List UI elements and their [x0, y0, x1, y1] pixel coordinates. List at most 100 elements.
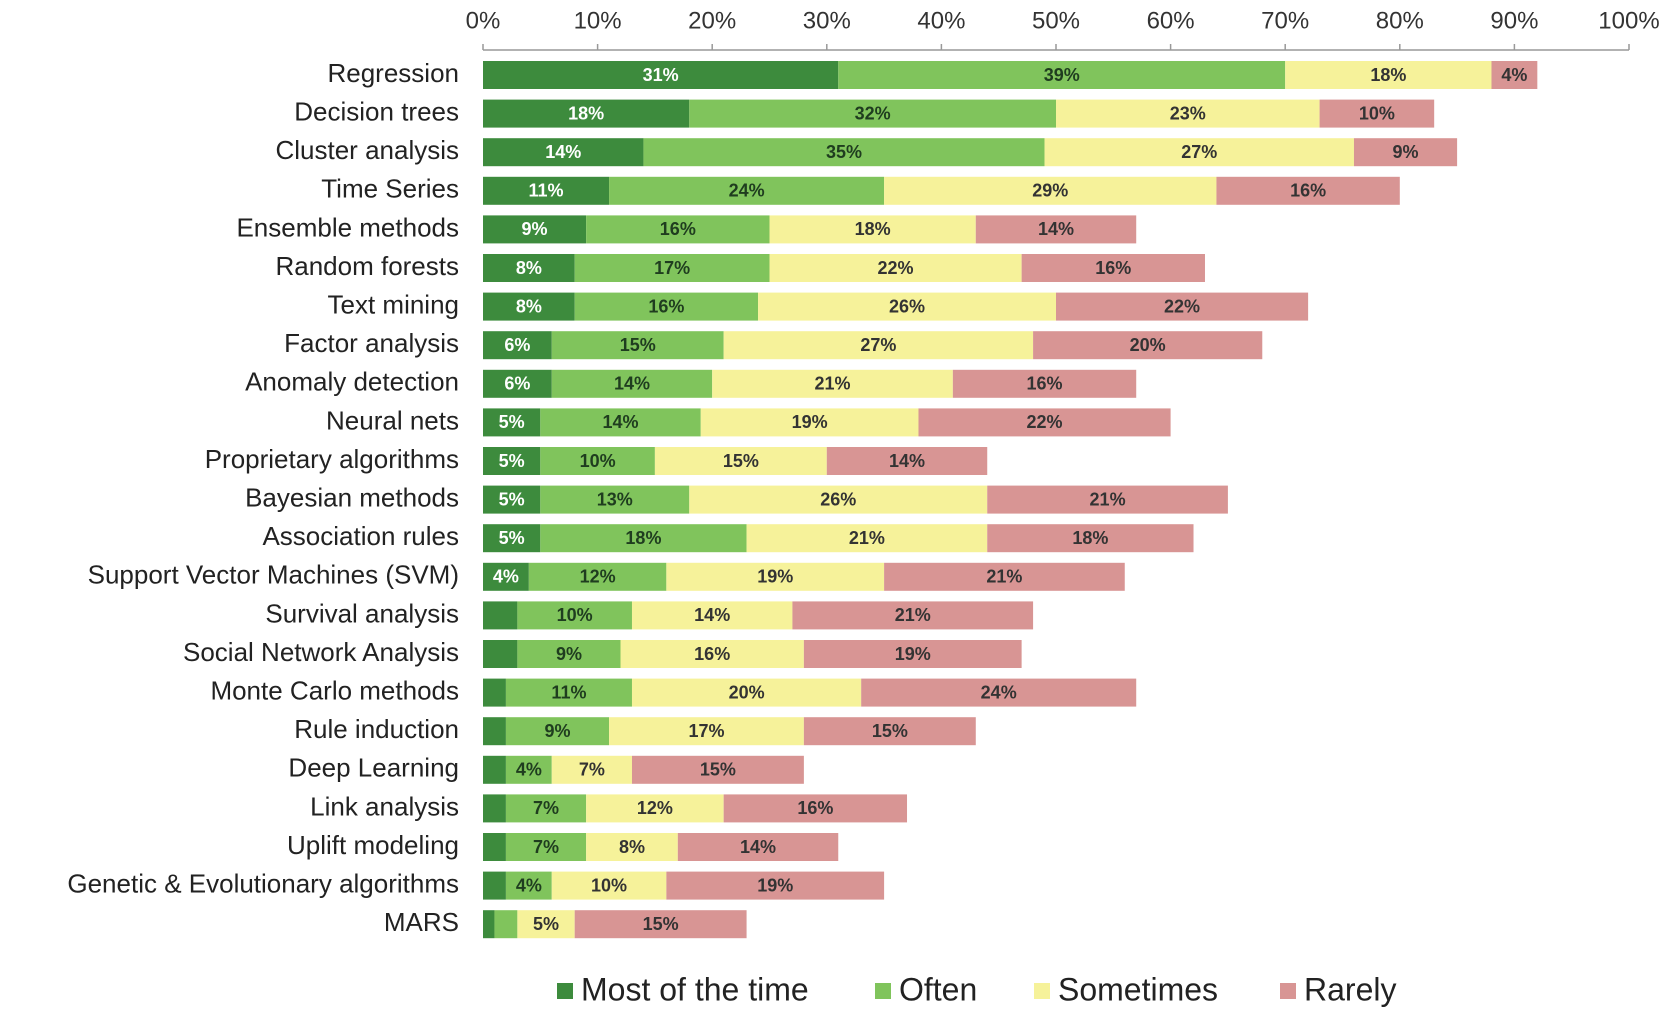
value-label: 14% [1038, 219, 1074, 239]
value-label: 15% [872, 721, 908, 741]
x-tick-label: 90% [1490, 7, 1538, 34]
bar-segment [551, 369, 713, 398]
bar-segment [666, 871, 885, 900]
category-label: Support Vector Machines (SVM) [88, 560, 459, 590]
value-label: 39% [1044, 65, 1080, 85]
category-label: Neural nets [326, 405, 459, 435]
legend-swatch [1034, 983, 1050, 999]
category-label: Proprietary algorithms [205, 444, 459, 474]
value-label: 9% [1393, 142, 1419, 162]
x-tick-label: 20% [688, 7, 736, 34]
category-label: Regression [327, 58, 459, 88]
legend-swatch [875, 983, 891, 999]
bar-segment [746, 524, 988, 553]
value-label: 14% [694, 605, 730, 625]
category-label: Rule induction [294, 714, 459, 744]
value-label: 6% [504, 374, 530, 394]
legend-label: Most of the time [581, 971, 809, 1007]
category-label: Association rules [262, 521, 459, 551]
value-label: 8% [516, 296, 542, 316]
bar-segment [700, 408, 919, 437]
bar-segment [483, 755, 506, 784]
bar-segment [631, 601, 793, 630]
bar-segment [483, 833, 506, 861]
value-label: 18% [568, 103, 604, 123]
value-label: 14% [740, 837, 776, 857]
category-label: Link analysis [310, 791, 459, 821]
category-label: Social Network Analysis [183, 637, 459, 667]
legend-swatch [1280, 983, 1296, 999]
value-label: 32% [855, 103, 891, 123]
value-label: 4% [516, 875, 542, 895]
value-label: 19% [757, 875, 793, 895]
bar-segment [483, 331, 552, 360]
value-label: 15% [700, 760, 736, 780]
value-label: 22% [1164, 296, 1200, 316]
value-label: 21% [849, 528, 885, 548]
value-label: 12% [637, 798, 673, 818]
bar-segment [483, 369, 552, 398]
bar-segment [689, 485, 988, 514]
bar-segment [826, 447, 988, 475]
bar-segment [483, 292, 575, 321]
legend-label: Often [899, 971, 977, 1007]
bar-segment [483, 447, 541, 475]
bar-segment [643, 138, 1045, 167]
bar-segment [551, 331, 724, 360]
value-label: 35% [826, 142, 862, 162]
category-label: Monte Carlo methods [210, 675, 459, 705]
bar-segment [1056, 292, 1309, 321]
x-tick-label: 100% [1598, 7, 1659, 34]
value-label: 18% [1072, 528, 1108, 548]
value-label: 7% [579, 760, 605, 780]
value-label: 6% [504, 335, 530, 355]
value-label: 20% [729, 682, 765, 702]
value-label: 22% [1027, 412, 1063, 432]
bar-segment [803, 640, 1022, 668]
bar-segment [1044, 138, 1354, 167]
value-label: 15% [723, 451, 759, 471]
bar-segment [483, 910, 495, 939]
value-label: 16% [797, 798, 833, 818]
bar-segment [666, 562, 885, 591]
value-label: 19% [792, 412, 828, 432]
bar-segment [540, 524, 747, 553]
bar-segment [505, 755, 552, 784]
value-label: 19% [895, 644, 931, 664]
bar-segment [987, 485, 1228, 514]
value-label: 16% [648, 296, 684, 316]
value-label: 18% [625, 528, 661, 548]
bar-segment [483, 408, 541, 437]
bar-segment [586, 794, 724, 823]
bar-segment [574, 910, 747, 939]
bar-segment [586, 215, 770, 244]
value-label: 27% [860, 335, 896, 355]
bar-segment [517, 601, 632, 630]
bar-segment [1285, 61, 1492, 89]
value-label: 16% [1290, 181, 1326, 201]
bar-segment [1491, 61, 1538, 89]
bar-segment [483, 562, 529, 591]
x-tick-label: 40% [917, 7, 965, 34]
bar-segment [483, 717, 506, 746]
value-label: 20% [1130, 335, 1166, 355]
category-label: Uplift modeling [287, 830, 459, 860]
value-label: 11% [529, 181, 564, 201]
category-label: Random forests [275, 251, 459, 281]
value-label: 16% [1027, 374, 1063, 394]
bar-segment [540, 485, 690, 514]
bar-segment [1353, 138, 1458, 167]
bar-segment [838, 61, 1286, 89]
bar-segment [861, 678, 1137, 707]
bar-segment [483, 99, 690, 128]
value-label: 15% [643, 914, 679, 934]
value-label: 8% [516, 258, 542, 278]
bar-segment [551, 755, 632, 784]
value-label: 10% [1359, 103, 1395, 123]
x-tick-label: 10% [574, 7, 622, 34]
value-label: 14% [603, 412, 639, 432]
bar-segment [505, 794, 587, 823]
value-label: 21% [895, 605, 931, 625]
category-label: Time Series [321, 174, 459, 204]
value-label: 5% [499, 489, 525, 509]
